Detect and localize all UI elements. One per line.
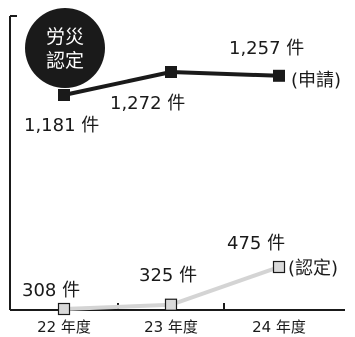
certified-point-24 bbox=[272, 260, 286, 274]
x-tick-label-23: 23 年度 bbox=[144, 318, 198, 336]
application-value-label-23: 1,272 件 bbox=[110, 93, 185, 114]
badge-circle bbox=[25, 8, 105, 88]
application-value-label-24: 1,257 件 bbox=[229, 38, 304, 59]
certified-point-22 bbox=[57, 302, 71, 316]
x-tick-labels: 22 年度 23 年度 24 年度 bbox=[37, 318, 306, 336]
x-tick-label-24: 24 年度 bbox=[252, 318, 306, 336]
certified-value-label-24: 475 件 bbox=[227, 233, 285, 254]
chart-badge: 労災 認定 bbox=[25, 8, 105, 88]
application-point-23 bbox=[165, 66, 177, 78]
x-tick-label-22: 22 年度 bbox=[37, 318, 91, 336]
badge-line-1: 労災 bbox=[46, 26, 84, 48]
application-point-22 bbox=[58, 89, 70, 101]
application-point-24 bbox=[273, 69, 285, 82]
certified-value-label-23: 325 件 bbox=[139, 265, 197, 286]
badge-line-2: 認定 bbox=[46, 50, 84, 72]
certified-series-name: (認定) bbox=[288, 258, 338, 279]
series-application: 1,181 件 1,272 件 1,257 件 (申請) bbox=[24, 38, 341, 136]
series-certified: 308 件 325 件 475 件 (認定) bbox=[22, 233, 338, 316]
application-series-name: (申請) bbox=[291, 70, 341, 91]
certified-value-label-22: 308 件 bbox=[22, 280, 80, 301]
application-value-label-22: 1,181 件 bbox=[24, 115, 99, 136]
certified-point-23 bbox=[164, 298, 178, 311]
